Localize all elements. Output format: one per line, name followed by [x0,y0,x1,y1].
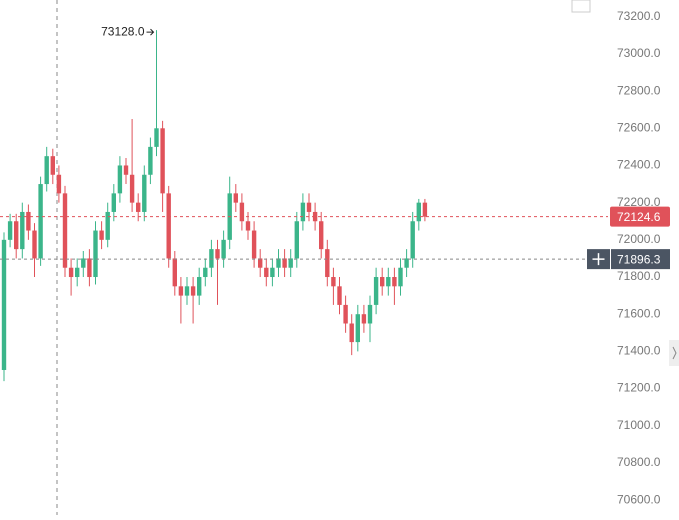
crosshair-price-label: 71896.3 [617,252,661,266]
candle-body [404,258,409,268]
candle-body [325,249,330,278]
candle-body [380,277,385,287]
y-tick-label: 73200.0 [617,9,661,23]
candle-body [26,211,31,231]
side-handle-arrow [672,346,677,360]
candle-body [312,211,318,222]
candle-body [81,258,86,268]
y-tick-label: 70800.0 [617,455,661,469]
y-tick-label: 70600.0 [617,492,661,506]
candle-body [209,249,214,268]
candle-body [105,211,110,240]
candle-body [117,165,123,194]
candle-body [1,239,7,370]
y-tick-label: 71600.0 [617,306,661,320]
candle-body [300,202,306,222]
candle-body [38,184,43,259]
candle-body [294,221,299,259]
candle-body [264,267,269,278]
last-price-label: 72124.6 [617,210,661,224]
y-tick-label: 71400.0 [617,344,661,358]
candle-body [416,202,421,222]
candle-body [20,211,25,250]
candle-body [142,174,147,212]
candle-body [367,304,373,324]
candle-body [154,128,159,147]
candle-body [136,202,141,212]
candle-body [7,221,13,240]
candle-body [62,193,68,268]
candle-body [251,230,257,259]
candle-body [392,277,397,287]
candle-body [148,146,153,175]
candle-body [32,230,37,259]
candle-body [50,156,55,175]
candle-body [166,193,171,259]
candle-body [221,239,226,259]
y-tick-label: 72600.0 [617,120,661,134]
candle-body [184,286,190,296]
candle-body [258,258,263,268]
candle-body [111,193,116,212]
y-tick-label: 72400.0 [617,158,661,172]
y-tick-label: 72000.0 [617,232,661,246]
candle-body [178,286,184,296]
candle-body [373,277,379,305]
candle-body [270,267,275,278]
candle-body [288,258,293,268]
y-tick-label: 71200.0 [617,381,661,395]
candle-body [361,314,367,324]
candle-body [398,267,403,287]
last-price-tag [610,206,670,227]
candle-body [276,258,281,268]
candle-body [44,156,49,185]
candle-body [410,221,415,259]
candle-body [190,286,196,296]
candle-body [99,230,104,240]
candle-body [203,267,208,278]
candle-body [422,202,428,217]
candle-body [129,174,135,203]
y-tick-label: 72800.0 [617,83,661,97]
candle-body [239,202,245,222]
side-handle[interactable] [669,340,679,366]
candle-body [215,249,220,259]
y-tick-label: 72200.0 [617,195,661,209]
candle-body [355,314,360,343]
candle-body [56,174,62,194]
high-annotation-arrow [146,28,155,36]
crosshair-price-tag [611,249,670,270]
candle-body [68,267,74,278]
candle-body [245,221,251,231]
candle-body [337,286,342,305]
y-tick-label: 71800.0 [617,269,661,283]
candle-body [75,267,80,278]
candle-body [331,277,336,287]
crosshair-plus [592,253,605,266]
high-annotation-label: 73128.0 [101,24,145,38]
candle-body [306,202,312,212]
corner-button[interactable] [571,0,591,13]
candle-body [160,128,165,194]
y-tick-label: 73000.0 [617,46,661,60]
candle-body [14,221,19,250]
candle-body [93,230,98,278]
candle-body [282,258,287,268]
candle-body [123,165,129,175]
y-tick-label: 71000.0 [617,418,661,432]
candle-body [319,221,324,250]
candle-body [87,258,92,278]
candle-body [349,323,354,343]
candle-body [343,304,348,324]
candle-body [233,193,238,203]
candle-body [172,258,177,287]
candle-body [386,277,391,287]
candle-body [197,277,202,296]
